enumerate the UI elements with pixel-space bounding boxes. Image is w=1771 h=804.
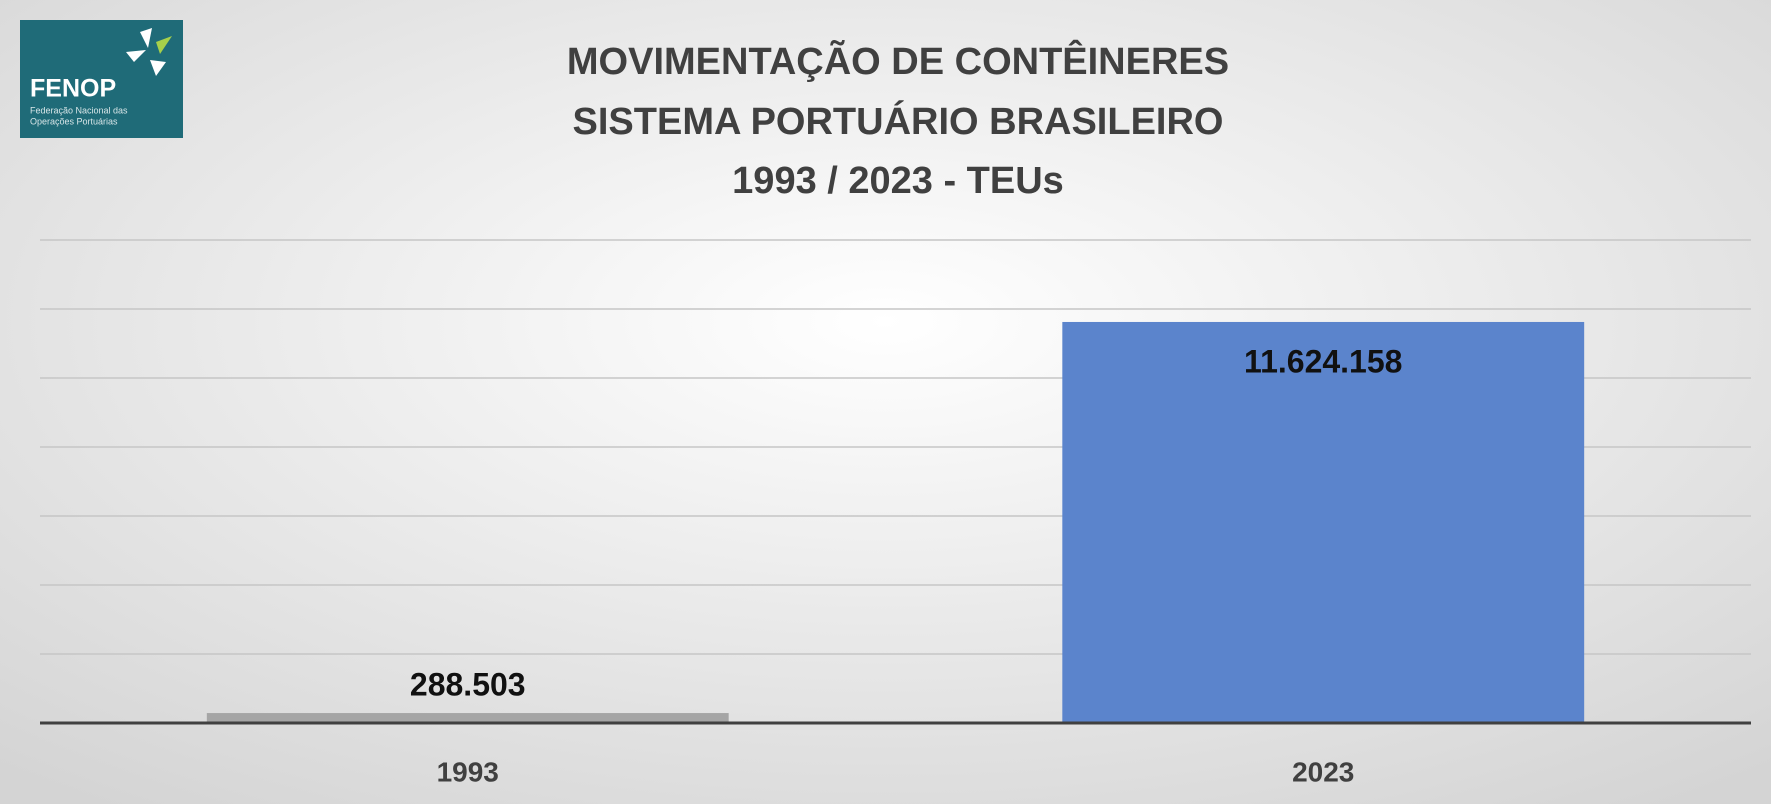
logo-text: Operações Portuárias <box>30 116 118 126</box>
chart-title: SISTEMA PORTUÁRIO BRASILEIRO <box>573 99 1224 143</box>
logo-name: FENOP <box>30 75 116 103</box>
logo-shape <box>140 28 152 48</box>
chart-title: 1993 / 2023 - TEUs <box>732 160 1064 202</box>
bar <box>206 713 729 723</box>
logo-shape <box>126 50 146 62</box>
value-label: 11.624.158 <box>1244 343 1402 379</box>
logo-shape <box>150 60 166 76</box>
logo-box <box>20 20 183 138</box>
logo-text: Federação Nacional das <box>30 105 128 115</box>
chart-title: MOVIMENTAÇÃO DE CONTÊINERES <box>567 39 1229 83</box>
bar <box>1062 321 1585 723</box>
x-tick-label: 2023 <box>1292 756 1354 787</box>
x-tick-label: 1993 <box>437 756 499 787</box>
value-label: 288.503 <box>410 666 526 702</box>
logo-shape <box>156 36 172 54</box>
logo: FENOP Federação Nacional das Operações P… <box>20 20 183 138</box>
